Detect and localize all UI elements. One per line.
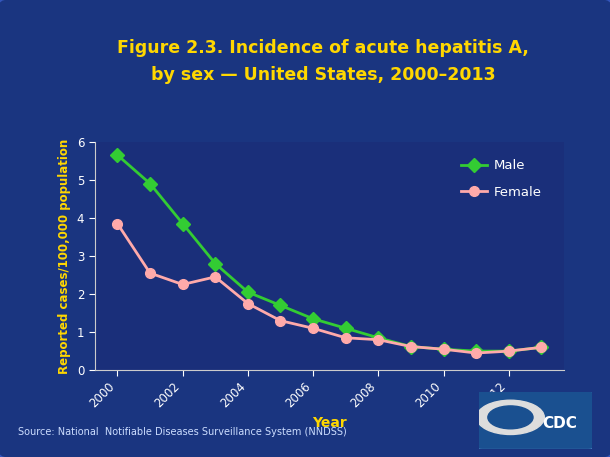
Female — [473, 350, 480, 356]
Male — [473, 348, 480, 354]
Female — [113, 221, 121, 226]
Female — [212, 274, 219, 280]
Circle shape — [476, 400, 544, 435]
Female — [407, 344, 415, 349]
Male — [538, 345, 545, 350]
Female — [277, 318, 284, 324]
X-axis label: Year: Year — [312, 416, 346, 430]
Male — [309, 316, 317, 322]
Female — [309, 325, 317, 331]
Female — [505, 348, 512, 354]
Text: Source: National  Notifiable Diseases Surveillance System (NNDSS): Source: National Notifiable Diseases Sur… — [18, 427, 347, 437]
Male — [440, 346, 447, 352]
Text: CDC: CDC — [543, 415, 578, 430]
Male — [113, 152, 121, 158]
Y-axis label: Reported cases/100,000 population: Reported cases/100,000 population — [58, 138, 71, 373]
Female — [440, 346, 447, 352]
Female — [244, 301, 251, 306]
Male — [505, 348, 512, 354]
Male — [277, 303, 284, 308]
Male — [244, 289, 251, 295]
Male — [342, 325, 350, 331]
Female — [342, 335, 350, 340]
Female — [179, 282, 186, 287]
FancyBboxPatch shape — [476, 390, 594, 450]
FancyBboxPatch shape — [481, 414, 504, 424]
Line: Female: Female — [112, 219, 547, 358]
Male — [407, 344, 415, 349]
Female — [375, 337, 382, 342]
Male — [146, 181, 154, 186]
Text: by sex — United States, 2000–2013: by sex — United States, 2000–2013 — [151, 66, 495, 85]
Female — [538, 345, 545, 350]
Text: Figure 2.3. Incidence of acute hepatitis A,: Figure 2.3. Incidence of acute hepatitis… — [117, 39, 529, 57]
Circle shape — [488, 406, 533, 429]
Female — [146, 271, 154, 276]
Legend: Male, Female: Male, Female — [454, 153, 548, 205]
FancyBboxPatch shape — [520, 414, 542, 424]
Line: Male: Male — [112, 150, 547, 356]
Male — [375, 335, 382, 340]
Male — [179, 221, 186, 226]
Male — [212, 261, 219, 266]
